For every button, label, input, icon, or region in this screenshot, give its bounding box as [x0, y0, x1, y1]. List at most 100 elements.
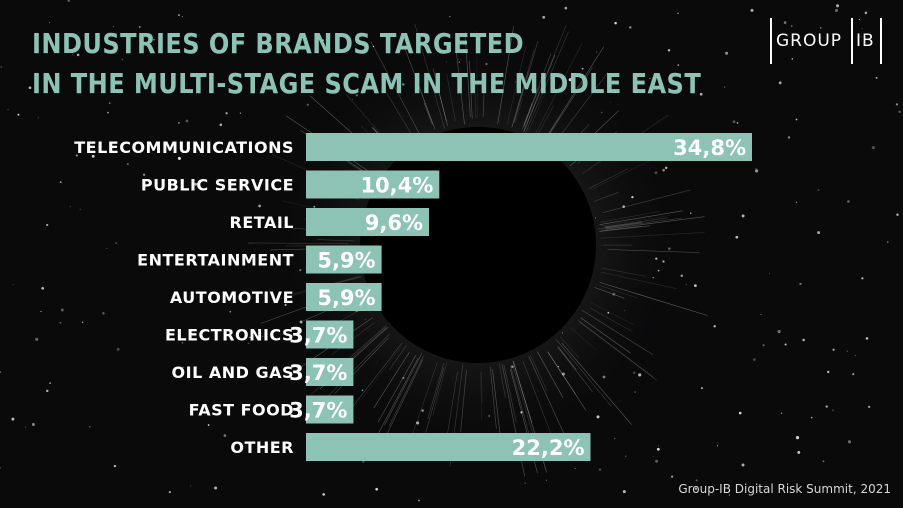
star	[574, 467, 576, 469]
star	[166, 268, 168, 270]
star	[694, 284, 697, 287]
value-label: 3,7%	[289, 399, 347, 423]
footer-caption: Group-IB Digital Risk Summit, 2021	[678, 482, 891, 496]
light-ray	[497, 26, 514, 124]
star	[832, 348, 835, 351]
light-ray	[546, 67, 593, 139]
star	[91, 154, 95, 158]
light-ray	[524, 53, 552, 124]
star	[791, 25, 793, 27]
star	[867, 405, 871, 409]
star	[735, 235, 739, 239]
star	[658, 445, 659, 447]
light-ray	[407, 362, 438, 447]
star	[49, 382, 51, 384]
bar	[306, 320, 354, 349]
star	[322, 39, 324, 42]
star	[797, 450, 801, 454]
light-ray	[523, 85, 540, 127]
star	[72, 54, 73, 56]
star	[622, 490, 626, 494]
light-ray	[607, 249, 700, 253]
star	[871, 146, 875, 150]
star	[258, 204, 261, 208]
star	[76, 53, 80, 57]
light-ray	[603, 217, 668, 228]
star	[219, 123, 223, 126]
value-label: 3,7%	[289, 324, 347, 348]
bar	[306, 433, 591, 461]
light-ray	[528, 94, 545, 132]
light-ray	[600, 271, 677, 289]
star	[542, 15, 546, 19]
light-ray	[511, 70, 529, 128]
light-ray	[373, 352, 410, 409]
light-ray	[469, 60, 473, 119]
star	[108, 102, 111, 105]
star	[895, 103, 899, 106]
light-ray	[247, 242, 349, 245]
group-ib-logo: GROUP IB	[770, 18, 882, 64]
title-line-2: IN THE MULTI-STAGE SCAM IN THE MIDDLE EA…	[32, 67, 702, 100]
light-ray	[511, 50, 535, 128]
star	[102, 86, 104, 88]
star	[262, 335, 264, 337]
light-ray	[534, 43, 583, 135]
star	[825, 405, 828, 408]
star	[0, 466, 1, 469]
light-ray	[547, 351, 587, 411]
light-ray	[423, 102, 433, 125]
bar	[306, 358, 354, 386]
star	[614, 437, 616, 439]
light-ray	[602, 189, 691, 213]
logo-word-ib: IB	[856, 31, 875, 51]
title-line-1: INDUSTRIES OF BRANDS TARGETED	[32, 27, 525, 60]
light-ray	[474, 79, 476, 118]
star	[186, 189, 188, 191]
star	[75, 154, 78, 157]
star	[214, 486, 218, 490]
star	[89, 426, 91, 428]
light-ray	[599, 210, 683, 225]
star	[625, 455, 627, 457]
star	[699, 92, 703, 96]
star	[225, 112, 228, 115]
star	[60, 308, 64, 312]
light-ray	[425, 367, 445, 433]
light-ray	[415, 78, 434, 125]
star	[875, 76, 878, 79]
value-label: 22,2%	[512, 436, 585, 460]
star	[677, 64, 680, 66]
category-label: AUTOMOTIVE	[170, 288, 294, 307]
star	[41, 286, 45, 290]
category-label: PUBLIC SERVICE	[141, 176, 294, 195]
star	[177, 156, 181, 160]
light-ray	[432, 361, 448, 416]
logo-word-group: GROUP	[776, 31, 843, 51]
star	[372, 45, 375, 48]
star	[671, 475, 674, 478]
star	[0, 66, 3, 68]
chart-title: INDUSTRIES OF BRANDS TARGETED IN THE MUL…	[32, 24, 701, 104]
star	[832, 409, 834, 411]
light-ray	[480, 372, 482, 420]
logo-divider-middle	[851, 18, 853, 64]
star	[239, 112, 242, 114]
star	[545, 479, 548, 482]
light-ray	[599, 282, 708, 316]
star	[59, 321, 62, 324]
star	[898, 110, 901, 113]
star	[795, 201, 798, 203]
star	[25, 426, 27, 428]
star	[35, 337, 39, 341]
star	[817, 231, 821, 235]
light-ray	[558, 346, 577, 371]
star	[835, 9, 838, 12]
star	[655, 459, 659, 463]
light-ray	[489, 366, 497, 429]
star	[185, 119, 189, 123]
light-ray	[600, 232, 705, 239]
star	[713, 325, 716, 328]
light-ray	[377, 355, 417, 423]
